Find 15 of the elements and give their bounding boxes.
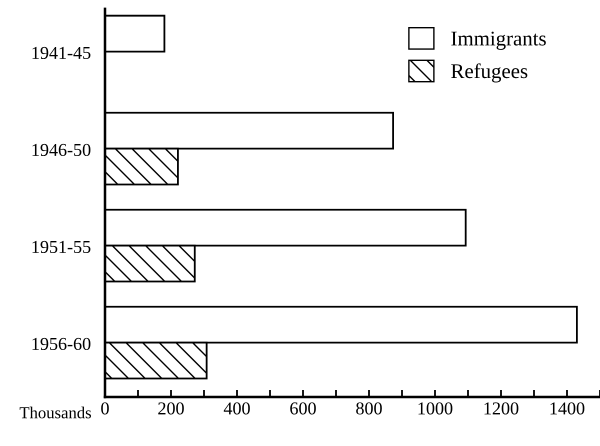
y-tick-label: 1941-45 [32, 46, 90, 60]
x-tick-label: 0 [101, 402, 109, 415]
y-tick-label: 1956-60 [32, 338, 90, 350]
x-tick-label: 200 [158, 402, 184, 415]
x-tick-label: 1200 [484, 402, 518, 415]
legend-label: Refugees [451, 63, 528, 82]
x-tick-label: 1000 [418, 402, 452, 415]
legend-label: Immigrants [451, 32, 546, 50]
y-tick-label: 1946-50 [32, 144, 90, 156]
x-tick-label: 400 [224, 402, 250, 415]
x-tick-label: 800 [356, 402, 382, 415]
x-tick-label: 600 [290, 402, 316, 415]
y-tick-label: 1951-55 [32, 240, 90, 254]
x-tick-label: 1400 [550, 402, 584, 415]
x-axis-title: Thousands [20, 406, 92, 418]
